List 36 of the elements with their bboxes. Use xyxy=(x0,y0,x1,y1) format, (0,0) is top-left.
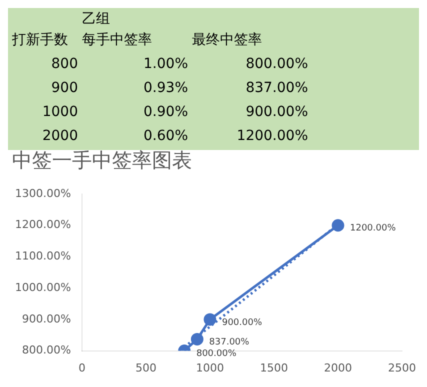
x-tick-label: 1500 xyxy=(260,361,288,374)
text: 乙组 xyxy=(81,10,111,28)
y-tick-label: 800.00% xyxy=(22,344,71,357)
y-tick-label: 1000.00% xyxy=(14,280,71,294)
text: 837.00% xyxy=(244,80,308,96)
text: 最终中签率 xyxy=(191,31,263,49)
data-label: 900.00% xyxy=(222,318,262,328)
text: 打新手数 xyxy=(11,31,69,49)
y-tick-label: 900.00% xyxy=(22,312,71,326)
text: 900.00% xyxy=(244,104,308,120)
point xyxy=(190,332,204,346)
text: 0.90% xyxy=(142,104,188,120)
text: 1000 xyxy=(41,104,78,120)
y-tick-label: 1100.00% xyxy=(14,250,71,263)
chart-title: 中签一手中签率图表 xyxy=(12,148,192,172)
y-tick-label: 1300.00% xyxy=(14,186,71,200)
data-label: 800.00% xyxy=(196,349,237,360)
x-tick-label: 2000 xyxy=(324,361,352,374)
data-label: 1200.00% xyxy=(350,224,396,234)
text: 1200.00% xyxy=(236,128,308,144)
y-tick-label: 1200.00% xyxy=(14,218,71,232)
text: 每手中签率 xyxy=(81,31,153,49)
point xyxy=(204,313,216,326)
point xyxy=(332,219,344,232)
x-tick-label: 2500 xyxy=(388,361,416,374)
x-tick-label: 1000 xyxy=(196,361,224,374)
text: 800 xyxy=(50,56,78,72)
text: 800.00% xyxy=(244,56,308,72)
text: 2000 xyxy=(41,128,78,144)
x-tick-label: 500 xyxy=(135,361,156,374)
text: 0.60% xyxy=(142,128,188,144)
x-tick-label: 0 xyxy=(78,361,86,374)
text: 900 xyxy=(50,80,78,96)
text: 0.93% xyxy=(142,80,188,96)
data-label: 837.00% xyxy=(209,338,250,348)
text: 1.00% xyxy=(142,56,188,72)
